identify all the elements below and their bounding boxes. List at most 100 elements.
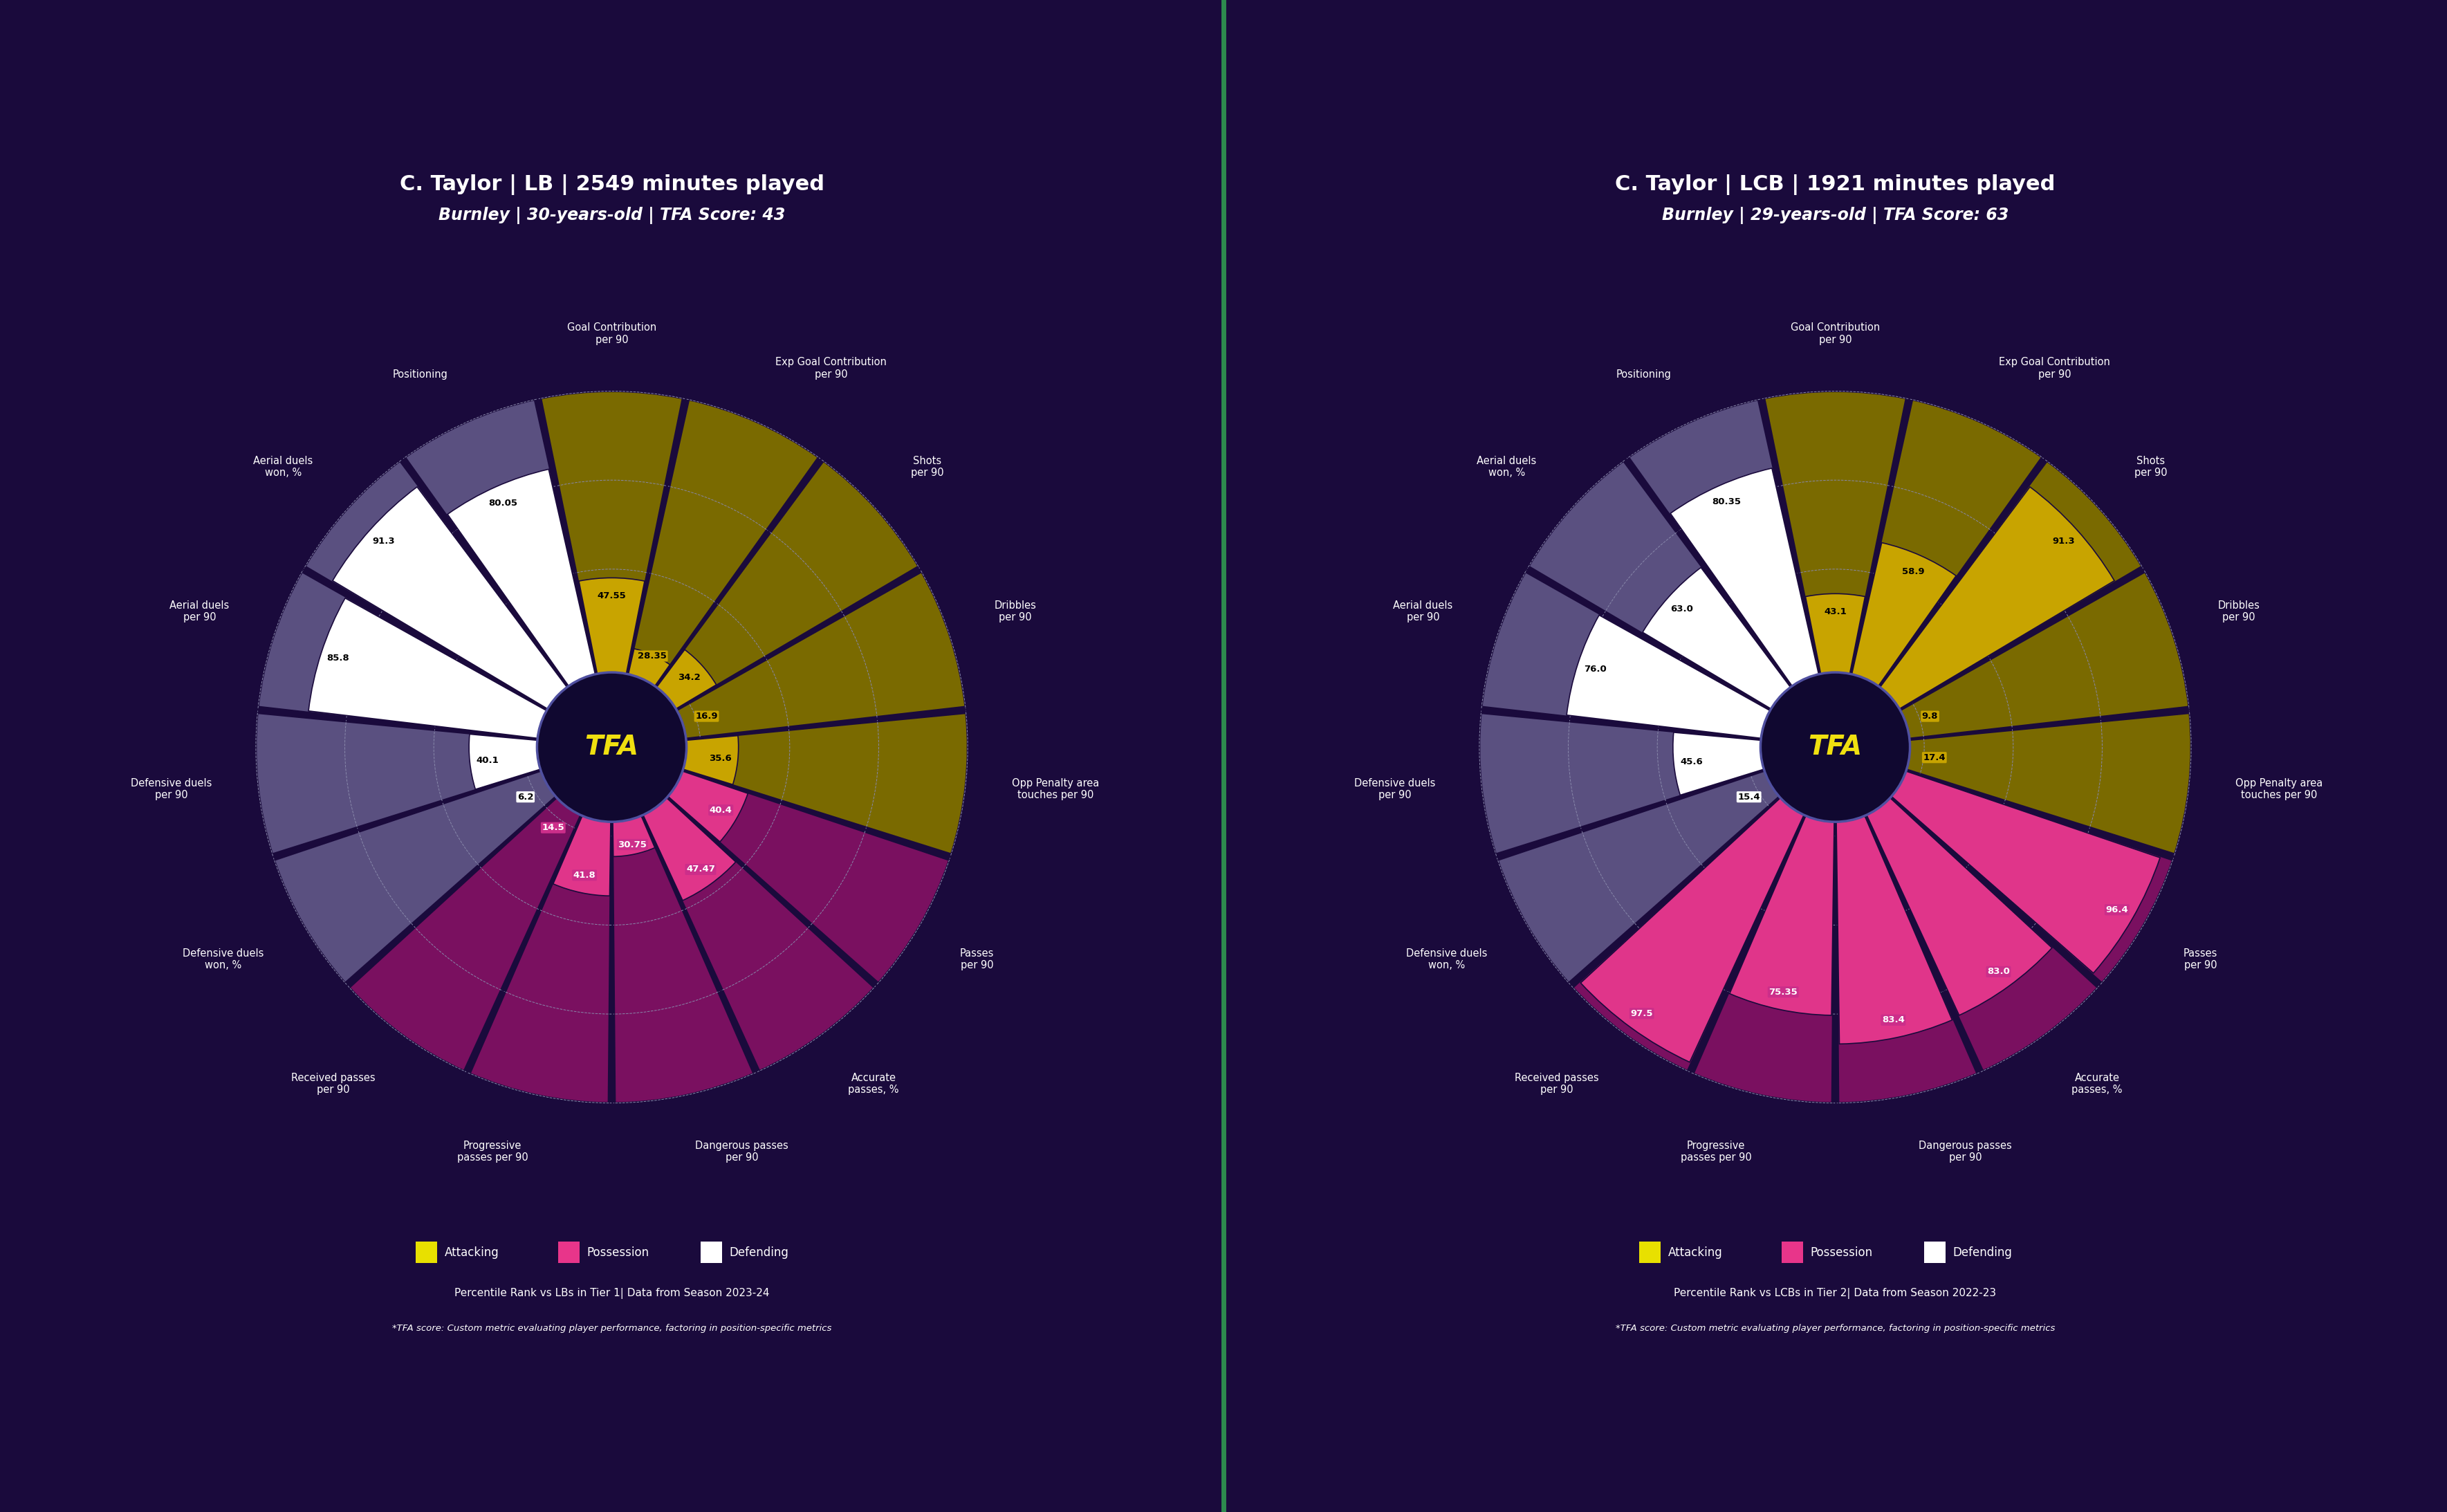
Wedge shape: [1835, 747, 1977, 1104]
Text: *TFA score: Custom metric evaluating player performance, factoring in position-s: *TFA score: Custom metric evaluating pla…: [1615, 1323, 2055, 1332]
Wedge shape: [1806, 594, 1865, 674]
Wedge shape: [1764, 392, 1906, 747]
Text: 96.4: 96.4: [2107, 906, 2129, 915]
Text: 15.4: 15.4: [1737, 792, 1759, 801]
Text: Goal Contribution
per 90: Goal Contribution per 90: [1791, 322, 1879, 345]
Text: Progressive
passes per 90: Progressive passes per 90: [458, 1140, 529, 1163]
Wedge shape: [1892, 771, 2161, 974]
Wedge shape: [580, 578, 644, 674]
Wedge shape: [656, 650, 717, 709]
Bar: [558, 1241, 580, 1263]
Text: Defensive duels
per 90: Defensive duels per 90: [1353, 779, 1436, 800]
Wedge shape: [1581, 798, 1803, 1061]
Text: Received passes
per 90: Received passes per 90: [291, 1072, 374, 1095]
Text: Shots
per 90: Shots per 90: [2134, 455, 2168, 478]
Text: 91.3: 91.3: [2053, 537, 2075, 546]
Text: Exp Goal Contribution
per 90: Exp Goal Contribution per 90: [776, 357, 886, 380]
Text: Attacking: Attacking: [445, 1246, 499, 1259]
Text: Percentile Rank vs LCBs in Tier 2| Data from Season 2022-23: Percentile Rank vs LCBs in Tier 2| Data …: [1674, 1288, 1997, 1299]
Text: Exp Goal Contribution
per 90: Exp Goal Contribution per 90: [1999, 357, 2109, 380]
Text: 75.35: 75.35: [1769, 987, 1799, 996]
Circle shape: [536, 673, 688, 823]
Text: 83.0: 83.0: [1987, 968, 2009, 977]
Wedge shape: [470, 747, 612, 1104]
Wedge shape: [612, 399, 817, 747]
Text: Goal Contribution
per 90: Goal Contribution per 90: [568, 322, 656, 345]
Text: 45.6: 45.6: [1681, 758, 1703, 767]
Wedge shape: [1529, 461, 1835, 747]
Wedge shape: [629, 649, 670, 686]
Wedge shape: [644, 798, 737, 901]
Wedge shape: [1480, 714, 1835, 854]
Text: 83.4: 83.4: [1882, 1016, 1904, 1025]
Text: 35.6: 35.6: [710, 754, 732, 764]
Wedge shape: [1867, 798, 2053, 1015]
Text: Opp Penalty area
touches per 90: Opp Penalty area touches per 90: [1011, 779, 1099, 800]
Wedge shape: [406, 399, 612, 747]
Text: TFA: TFA: [1808, 733, 1862, 761]
Text: Dangerous passes
per 90: Dangerous passes per 90: [695, 1140, 788, 1163]
Wedge shape: [257, 572, 612, 747]
Wedge shape: [612, 747, 874, 1070]
Text: 41.8: 41.8: [573, 871, 595, 880]
Wedge shape: [1835, 816, 1953, 1043]
Text: 40.4: 40.4: [710, 806, 732, 815]
Text: 6.2: 6.2: [516, 792, 533, 801]
Wedge shape: [306, 461, 612, 747]
Bar: [1923, 1241, 1945, 1263]
Text: Passes
per 90: Passes per 90: [2183, 948, 2217, 971]
Text: 63.0: 63.0: [1671, 605, 1693, 614]
Text: 40.1: 40.1: [477, 756, 499, 765]
Text: Accurate
passes, %: Accurate passes, %: [849, 1072, 898, 1095]
Wedge shape: [668, 771, 749, 842]
Text: Aerial duels
won, %: Aerial duels won, %: [252, 455, 313, 478]
Text: Progressive
passes per 90: Progressive passes per 90: [1681, 1140, 1752, 1163]
Wedge shape: [612, 714, 967, 854]
Wedge shape: [612, 461, 918, 747]
Wedge shape: [1730, 816, 1835, 1015]
Text: 91.3: 91.3: [372, 537, 394, 546]
Text: 14.5: 14.5: [541, 823, 565, 832]
Text: Aerial duels
per 90: Aerial duels per 90: [169, 600, 230, 623]
Wedge shape: [274, 747, 612, 983]
Text: 28.35: 28.35: [639, 652, 666, 661]
Wedge shape: [1498, 747, 1835, 983]
Text: TFA: TFA: [585, 733, 639, 761]
Wedge shape: [350, 747, 612, 1070]
Text: 17.4: 17.4: [1923, 753, 1945, 762]
Wedge shape: [1630, 399, 1835, 747]
Text: C. Taylor | LCB | 1921 minutes played: C. Taylor | LCB | 1921 minutes played: [1615, 174, 2055, 195]
Wedge shape: [553, 816, 612, 897]
Bar: [1639, 1241, 1662, 1263]
Text: 43.1: 43.1: [1823, 606, 1847, 615]
Text: Attacking: Attacking: [1669, 1246, 1723, 1259]
Text: Received passes
per 90: Received passes per 90: [1515, 1072, 1598, 1095]
Text: Dangerous passes
per 90: Dangerous passes per 90: [1918, 1140, 2011, 1163]
Text: Possession: Possession: [587, 1246, 648, 1259]
Text: 47.47: 47.47: [685, 865, 715, 874]
Text: Positioning: Positioning: [1617, 369, 1671, 380]
Text: Defensive duels
per 90: Defensive duels per 90: [130, 779, 213, 800]
Text: 30.75: 30.75: [619, 841, 646, 850]
Text: Percentile Rank vs LBs in Tier 1| Data from Season 2023-24: Percentile Rank vs LBs in Tier 1| Data f…: [455, 1288, 768, 1299]
Text: Possession: Possession: [1811, 1246, 1872, 1259]
Bar: [416, 1241, 438, 1263]
Wedge shape: [612, 572, 967, 747]
Text: Defending: Defending: [729, 1246, 788, 1259]
Wedge shape: [683, 736, 739, 785]
Wedge shape: [1835, 714, 2190, 854]
Text: Passes
per 90: Passes per 90: [959, 948, 993, 971]
Text: Shots
per 90: Shots per 90: [910, 455, 945, 478]
Text: C. Taylor | LB | 2549 minutes played: C. Taylor | LB | 2549 minutes played: [399, 174, 825, 195]
Text: Defensive duels
won, %: Defensive duels won, %: [181, 948, 264, 971]
Wedge shape: [308, 599, 546, 738]
Text: 85.8: 85.8: [328, 653, 350, 662]
Text: 34.2: 34.2: [678, 673, 700, 682]
Text: Dribbles
per 90: Dribbles per 90: [993, 600, 1038, 623]
Text: Accurate
passes, %: Accurate passes, %: [2073, 1072, 2122, 1095]
Text: 97.5: 97.5: [1630, 1009, 1654, 1018]
Wedge shape: [1835, 461, 2141, 747]
Wedge shape: [541, 392, 683, 747]
Wedge shape: [470, 735, 541, 789]
Bar: [1781, 1241, 1803, 1263]
